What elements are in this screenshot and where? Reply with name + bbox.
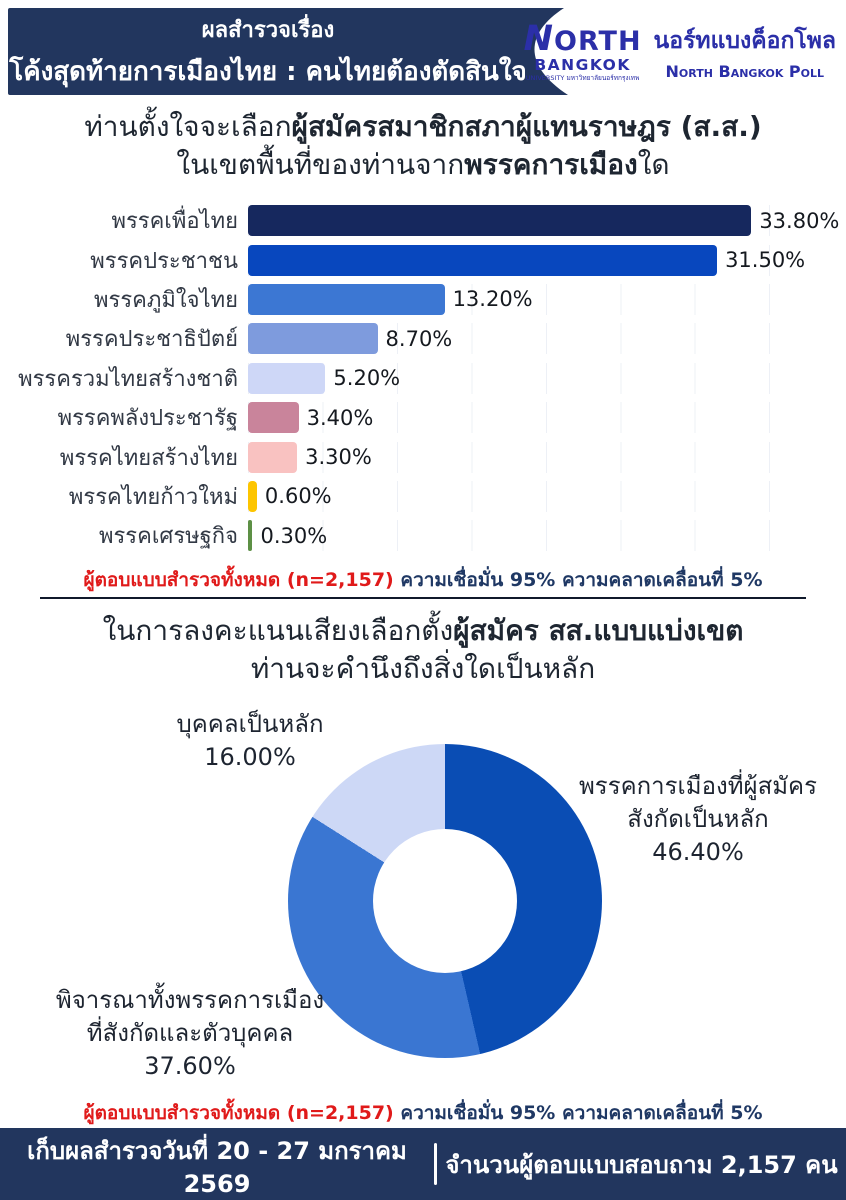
north-bangkok-university-logo: NORTH BANGKOK UNIVERSITY มหาวิทยาลัยนอร์… (524, 21, 642, 81)
bar-segment (248, 323, 378, 355)
sample-note-2: ผู้ตอบแบบสำรวจทั้งหมด (n=2,157) ความเชื่… (0, 1098, 846, 1128)
section-divider (40, 597, 806, 599)
bar-row: พรรคประชาธิปัตย์ 8.70% (0, 319, 846, 358)
confidence-text: ความเชื่อมั่น 95% ความคลาดเคลื่อนที่ 5% (393, 1102, 763, 1124)
donut-segment-label-line: บุคคลเป็นหลัก (176, 710, 324, 738)
donut-segment-value: 37.60% (144, 1052, 236, 1081)
donut-segment-label-line: พรรคการเมืองที่ผู้สมัคร (578, 772, 817, 800)
bar-track: 31.50% (248, 244, 805, 276)
bar-value-label: 5.20% (333, 366, 401, 391)
bar-category-label: พรรครวมไทยสร้างชาติ (18, 366, 238, 392)
question-1-line2-normal-a: ในเขตพื้นที่ของท่านจาก (176, 147, 465, 181)
bar-value-label: 3.30% (305, 445, 372, 470)
survey-dates: เก็บผลสำรวจวันที่ 20 - 27 มกราคม 2569 (27, 1136, 407, 1198)
bar-track: 3.40% (248, 402, 796, 434)
bar-row: พรรคไทยก้าวใหม่ 0.60% (0, 477, 846, 516)
donut-label-both-party-and-person: พิจารณาทั้งพรรคการเมืองที่สังกัดและตัวบุ… (25, 984, 355, 1083)
logo-wordmark-north: NORTH (523, 18, 642, 60)
donut-segment-label-line: ที่สังกัดและตัวบุคคล (86, 1019, 294, 1048)
bar-category-label: พรรคไทยก้าวใหม่ (68, 484, 238, 510)
donut-segment-label-line: สังกัดเป็นหลัก (627, 805, 769, 834)
bar-row: พรรคพลังประชารัฐ 3.40% (0, 398, 846, 437)
donut-label-person: บุคคลเป็นหลัก 16.00% (110, 708, 390, 774)
poll-brand: นอร์ทแบงค็อกโพล North Bangkok Poll (654, 23, 836, 81)
banner-curve-divider (534, 8, 838, 95)
bar-track: 33.80% (248, 205, 839, 237)
bar-value-label: 8.70% (385, 326, 453, 351)
logo-panel: NORTH BANGKOK UNIVERSITY มหาวิทยาลัยนอร์… (520, 8, 838, 95)
bar-value-label: 31.50% (725, 248, 806, 273)
bar-category-label: พรรคเพื่อไทย (111, 209, 238, 235)
bar-track: 0.60% (248, 480, 796, 512)
party-bar-chart: พรรคเพื่อไทย 33.80% พรรคประชาชน 31.50% พรรคภ… (0, 201, 846, 556)
footer-divider (434, 1143, 437, 1185)
donut-hole (372, 828, 518, 974)
bar-track: 5.20% (248, 362, 796, 394)
bar-row: พรรคเพื่อไทย 33.80% (0, 201, 846, 240)
bar-segment (248, 480, 257, 512)
question-1-line2-normal-b: ใด (637, 147, 670, 181)
header-title: ผลสำรวจเรื่อง โค้งสุดท้ายการเมืองไทย : ค… (8, 8, 528, 95)
poll-name-thai: นอร์ทแบงค็อกโพล (653, 27, 836, 54)
consideration-donut-chart (288, 744, 602, 1058)
bar-track: 3.30% (248, 441, 796, 473)
bar-category-label: พรรคประชาชน (90, 248, 238, 274)
question-2-line2: ท่านจะคำนึงถึงสิ่งใดเป็นหลัก (250, 651, 596, 685)
bar-segment (248, 244, 718, 276)
bar-track: 0.30% (248, 520, 796, 552)
bar-category-label: พรรคไทยสร้างไทย (59, 445, 238, 471)
question-2-line1-normal: ในการลงคะแนนเสียงเลือกตั้ง (102, 614, 454, 647)
question-2-title: ในการลงคะแนนเสียงเลือกตั้งผู้สมัคร สส.แบ… (0, 612, 846, 688)
bar-value-label: 33.80% (759, 208, 840, 233)
logo-wordmark-bangkok: BANGKOK (534, 55, 631, 74)
bar-category-label: พรรคพลังประชารัฐ (57, 406, 238, 432)
bar-value-label: 3.40% (306, 405, 374, 430)
bar-segment (248, 402, 299, 434)
question-1-title: ท่านตั้งใจจะเลือกผู้สมัครสมาชิกสภาผู้แทน… (0, 108, 846, 184)
sample-note-1: ผู้ตอบแบบสำรวจทั้งหมด (n=2,157) ความเชื่… (0, 565, 846, 595)
header-banner: ผลสำรวจเรื่อง โค้งสุดท้ายการเมืองไทย : ค… (8, 8, 838, 95)
bar-row: พรรคไทยสร้างไทย 3.30% (0, 437, 846, 476)
bar-category-label: พรรคเศรษฐกิจ (98, 524, 238, 550)
bar-segment (248, 205, 752, 237)
question-1-line2-bold: พรรคการเมือง (464, 147, 638, 181)
bar-segment (248, 283, 445, 315)
bar-value-label: 0.60% (264, 484, 332, 509)
confidence-text: ความเชื่อมั่น 95% ความคลาดเคลื่อนที่ 5% (393, 569, 763, 591)
question-1-line1-bold: ผู้สมัครสมาชิกสภาผู้แทนราษฎร (ส.ส.) (291, 110, 762, 143)
poll-name-english: North Bangkok Poll (665, 61, 825, 81)
question-1-line1-normal: ท่านตั้งใจจะเลือก (84, 110, 292, 143)
bar-row: พรรคเศรษฐกิจ 0.30% (0, 516, 846, 555)
donut-segment-value: 46.40% (652, 838, 744, 867)
bar-category-label: พรรคประชาธิปัตย์ (65, 327, 238, 353)
header-title-line1: ผลสำรวจเรื่อง (201, 17, 335, 43)
sample-size-text: ผู้ตอบแบบสำรวจทั้งหมด (n=2,157) (83, 569, 394, 591)
bar-row: พรรคภูมิใจไทย 13.20% (0, 280, 846, 319)
bar-row: พรรคประชาชน 31.50% (0, 240, 846, 279)
bar-value-label: 13.20% (452, 287, 533, 312)
bar-segment (248, 441, 298, 473)
donut-segment-value: 16.00% (204, 743, 296, 772)
header-title-line2: โค้งสุดท้ายการเมืองไทย : คนไทยต้องตัดสิน… (9, 56, 527, 87)
bar-segment (248, 362, 326, 394)
bar-category-label: พรรคภูมิใจไทย (94, 287, 238, 313)
donut-segment-label-line: พิจารณาทั้งพรรคการเมือง (55, 986, 325, 1014)
donut-label-party-affiliation: พรรคการเมืองที่ผู้สมัครสังกัดเป็นหลัก 46.… (548, 770, 846, 869)
sample-size-text: ผู้ตอบแบบสำรวจทั้งหมด (n=2,157) (83, 1102, 394, 1124)
respondent-count: จำนวนผู้ตอบแบบสอบถาม 2,157 คน (445, 1150, 838, 1179)
bar-row: พรรครวมไทยสร้างชาติ 5.20% (0, 359, 846, 398)
footer-bar: เก็บผลสำรวจวันที่ 20 - 27 มกราคม 2569 จำ… (0, 1128, 846, 1200)
bar-value-label: 0.30% (260, 523, 328, 548)
bar-track: 8.70% (248, 323, 796, 355)
bar-track: 13.20% (248, 283, 796, 315)
question-2-line1-bold: ผู้สมัคร สส.แบบแบ่งเขต (453, 614, 744, 647)
bar-segment (248, 520, 253, 552)
logo-university-line: UNIVERSITY มหาวิทยาลัยนอร์ทกรุงเทพ (525, 74, 640, 83)
